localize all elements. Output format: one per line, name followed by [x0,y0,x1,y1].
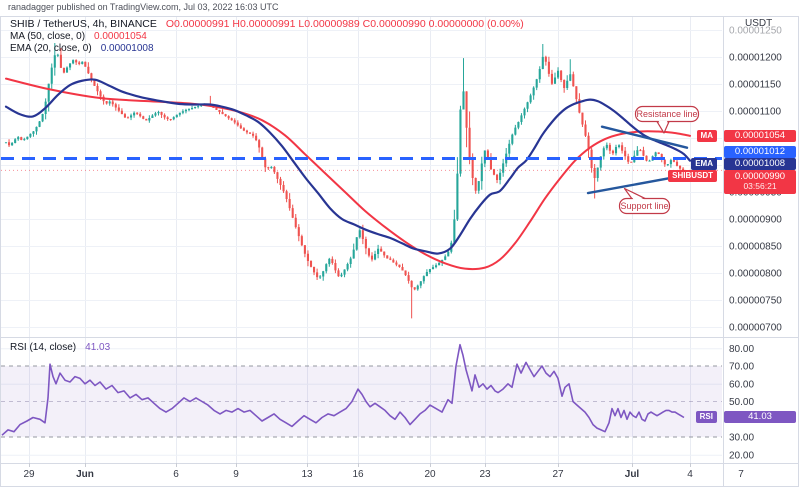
rsi-pane [1,343,722,438]
down-candle-bodies [8,54,685,290]
symbol-legend[interactable]: SHIB / TetherUS, 4h, BINANCE O0.00000991 … [10,18,524,30]
rsi-tick-label: 50.00 [729,397,754,408]
time-tick-label[interactable]: Jun [76,469,94,480]
time-tick-label[interactable]: Jul [625,469,640,480]
price-tick-label: 0.00000700 [729,323,782,334]
last-price-badge: 0.00000990 03:56:21 [724,170,796,194]
time-tick-label[interactable]: 6 [173,469,179,480]
support-callout-join [629,191,645,200]
up-candle-bodies [4,54,672,290]
price-tick-label: 0.00001150 [729,80,782,91]
rsi-tick-label: 30.00 [729,433,754,444]
ohlc-values: O0.00000991 H0.00000991 L0.00000989 C0.0… [165,18,524,30]
price-pane [4,43,692,319]
support-callout-box[interactable] [618,197,671,215]
rsi-line[interactable] [1,343,685,436]
resistance-callout-join [658,120,668,131]
rsi-value: 41.03 [85,342,111,353]
rsi-legend[interactable]: RSI (14, close) 41.03 [10,342,110,353]
price-tick-label: 0.00000750 [729,296,782,307]
ma-tag-badge: MA [696,130,717,142]
resistance-trendline[interactable] [600,125,689,149]
level-price-badge: 0.00001012 [724,146,796,158]
time-tick-label[interactable]: 4 [687,469,693,480]
candle-countdown: 03:56:21 [743,181,777,191]
rsi-tick-label: 60.00 [729,379,754,390]
rsi-tick-label: 20.00 [729,450,754,461]
ema-value: 0.00001008 [100,43,154,54]
price-tick-label: 0.00000800 [729,269,782,280]
ema20-line[interactable] [4,78,692,255]
currency-label: USDT [745,18,772,29]
ema-label: EMA (20, close, 0) [10,43,92,54]
ema-tag-badge: EMA [691,158,717,170]
time-tick-label[interactable]: 16 [352,469,364,480]
ma50-line[interactable] [5,77,691,271]
rsi-tick-label: 70.00 [729,362,754,373]
rsi-value-badge: 41.03 [724,411,796,423]
price-tick-label: 0.00001100 [729,107,782,118]
price-tick-label: 0.00001250 [729,26,782,37]
ma-price-badge: 0.00001054 [724,130,796,142]
ma-label: MA (50, close, 0) [10,30,86,42]
price-tick-label: 0.00000900 [729,215,782,226]
time-tick-label[interactable]: 9 [233,469,239,480]
ma-value: 0.00001054 [94,30,147,42]
symbol-title: SHIB / TetherUS, 4h, BINANCE [10,18,157,30]
time-tick-label[interactable]: 13 [301,469,313,480]
time-tick-label[interactable]: 29 [23,469,35,480]
callout-annotations[interactable] [618,105,700,215]
last-price-value: 0.00000990 [734,171,786,182]
support-callout-label[interactable]: Support line [620,200,669,211]
ema-price-badge: 0.00001008 [724,158,796,170]
down-candle-wicks [8,48,684,319]
resistance-callout-label[interactable]: Resistance line [636,108,698,119]
rsi-label: RSI (14, close) [10,342,77,353]
grid-lines [1,17,722,463]
time-tick-label[interactable]: 23 [479,469,491,480]
rsi-tag-badge: RSI [695,411,717,423]
symbol-tag-badge: SHIBUSDT [668,170,717,182]
price-tick-label: 0.00000850 [729,242,782,253]
rsi-band [1,366,722,437]
rsi-tick-label: 80.00 [729,344,754,355]
price-tick-label: 0.00001200 [729,53,782,64]
time-tick-label[interactable]: 20 [424,469,436,480]
ma-legend[interactable]: MA (50, close, 0) 0.00001054 [10,31,147,42]
time-tick-label[interactable]: 27 [552,469,564,480]
ema-legend[interactable]: EMA (20, close, 0) 0.00001008 [10,43,154,54]
published-attribution: ranadagger published on TradingView.com,… [8,2,279,12]
time-tick-label[interactable]: 7 [738,469,744,480]
